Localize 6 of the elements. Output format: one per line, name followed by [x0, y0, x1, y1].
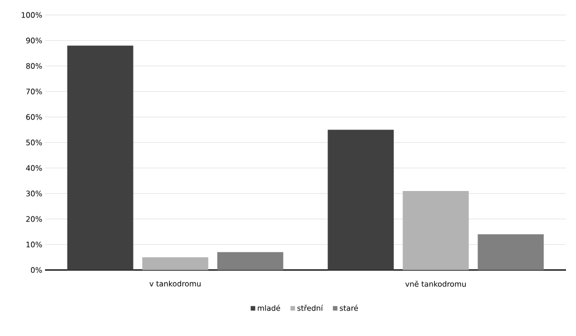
bar: [142, 257, 208, 270]
bar: [478, 234, 544, 270]
bar: [402, 190, 469, 270]
bar: [217, 252, 284, 270]
bar: [328, 130, 394, 270]
bar: [67, 46, 134, 270]
